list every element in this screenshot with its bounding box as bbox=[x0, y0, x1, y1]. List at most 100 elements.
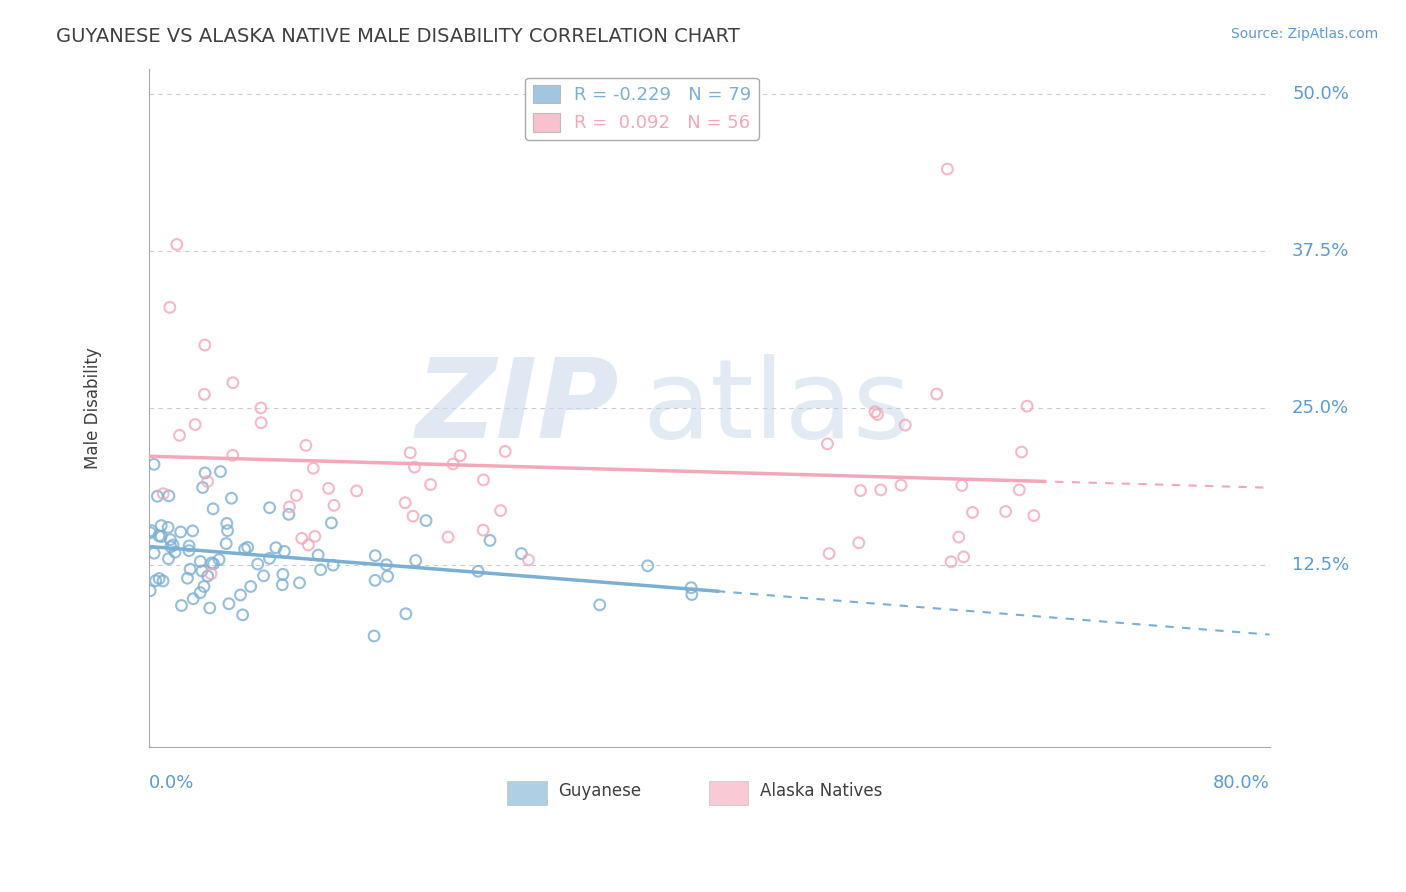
Point bbox=[179, 539, 201, 553]
Point bbox=[143, 546, 166, 560]
Point bbox=[201, 556, 224, 570]
Point bbox=[1022, 508, 1045, 523]
Point bbox=[217, 524, 239, 538]
Text: 0.0%: 0.0% bbox=[149, 774, 194, 792]
Point bbox=[375, 558, 398, 572]
Point bbox=[394, 496, 416, 510]
Point bbox=[233, 542, 256, 557]
Point bbox=[215, 516, 238, 531]
Point bbox=[681, 581, 703, 595]
Text: 80.0%: 80.0% bbox=[1213, 774, 1270, 792]
Point bbox=[246, 557, 269, 571]
Point bbox=[139, 525, 162, 540]
Point bbox=[202, 557, 225, 571]
Point bbox=[252, 569, 274, 583]
Point bbox=[239, 579, 262, 593]
Point bbox=[894, 418, 917, 433]
Text: Guyanese: Guyanese bbox=[558, 782, 641, 800]
Point bbox=[229, 588, 252, 602]
Point bbox=[517, 553, 540, 567]
Point bbox=[322, 558, 344, 573]
Text: 50.0%: 50.0% bbox=[1292, 85, 1348, 103]
Point bbox=[222, 376, 245, 390]
Point bbox=[150, 530, 173, 544]
Point bbox=[936, 162, 959, 177]
Point bbox=[188, 585, 211, 599]
Point bbox=[818, 547, 841, 561]
FancyBboxPatch shape bbox=[508, 781, 547, 805]
Point bbox=[264, 541, 287, 555]
Point bbox=[489, 503, 512, 517]
Point bbox=[163, 545, 186, 559]
Point bbox=[285, 488, 308, 502]
Point bbox=[405, 553, 427, 567]
Point bbox=[589, 598, 612, 612]
Point bbox=[467, 564, 489, 578]
Point bbox=[177, 543, 200, 558]
Point bbox=[193, 387, 215, 401]
Point bbox=[866, 408, 889, 422]
Point bbox=[194, 338, 217, 352]
Point bbox=[377, 569, 399, 583]
Point bbox=[198, 601, 221, 615]
Point bbox=[191, 481, 214, 495]
Text: GUYANESE VS ALASKA NATIVE MALE DISABILITY CORRELATION CHART: GUYANESE VS ALASKA NATIVE MALE DISABILIT… bbox=[56, 27, 740, 45]
Point bbox=[170, 524, 193, 539]
Point bbox=[297, 538, 319, 552]
Point bbox=[152, 574, 174, 588]
Text: ZIP: ZIP bbox=[416, 354, 620, 461]
Point bbox=[236, 541, 259, 555]
Point bbox=[449, 449, 471, 463]
Point bbox=[962, 505, 984, 519]
Point bbox=[399, 446, 422, 460]
Point bbox=[197, 569, 219, 583]
Point bbox=[162, 538, 184, 552]
Point bbox=[849, 483, 872, 498]
FancyBboxPatch shape bbox=[709, 781, 748, 805]
Point bbox=[170, 599, 193, 613]
Point bbox=[681, 588, 703, 602]
Point bbox=[948, 530, 970, 544]
Point bbox=[364, 574, 387, 588]
Point bbox=[364, 549, 387, 563]
Point bbox=[419, 477, 441, 491]
Point bbox=[817, 437, 839, 451]
Point bbox=[273, 544, 295, 558]
Point bbox=[323, 499, 346, 513]
Point bbox=[494, 444, 516, 458]
Point bbox=[437, 530, 460, 544]
Point bbox=[346, 483, 368, 498]
Point bbox=[141, 524, 163, 538]
Point bbox=[441, 457, 464, 471]
Point bbox=[148, 529, 170, 543]
Point bbox=[208, 552, 231, 566]
Point bbox=[302, 461, 325, 475]
Point bbox=[157, 489, 180, 503]
Point bbox=[215, 536, 238, 550]
Point bbox=[152, 486, 174, 500]
Point bbox=[250, 416, 273, 430]
Point bbox=[159, 533, 181, 547]
Point bbox=[194, 466, 217, 480]
Point bbox=[221, 491, 243, 506]
Point bbox=[157, 520, 180, 534]
Point bbox=[278, 500, 301, 514]
Point bbox=[259, 500, 281, 515]
Point bbox=[179, 562, 201, 576]
Point bbox=[309, 563, 332, 577]
Point bbox=[169, 428, 191, 442]
Point bbox=[209, 465, 232, 479]
Point bbox=[197, 475, 219, 489]
Point bbox=[150, 518, 173, 533]
Point bbox=[1017, 399, 1039, 413]
Point bbox=[363, 629, 385, 643]
Point bbox=[166, 237, 188, 252]
Point bbox=[184, 417, 207, 432]
Point bbox=[146, 489, 169, 503]
Point bbox=[291, 532, 314, 546]
Point bbox=[188, 554, 211, 568]
Point bbox=[250, 401, 273, 415]
Point bbox=[288, 575, 311, 590]
Point bbox=[191, 564, 214, 578]
Text: Male Disability: Male Disability bbox=[84, 347, 101, 469]
